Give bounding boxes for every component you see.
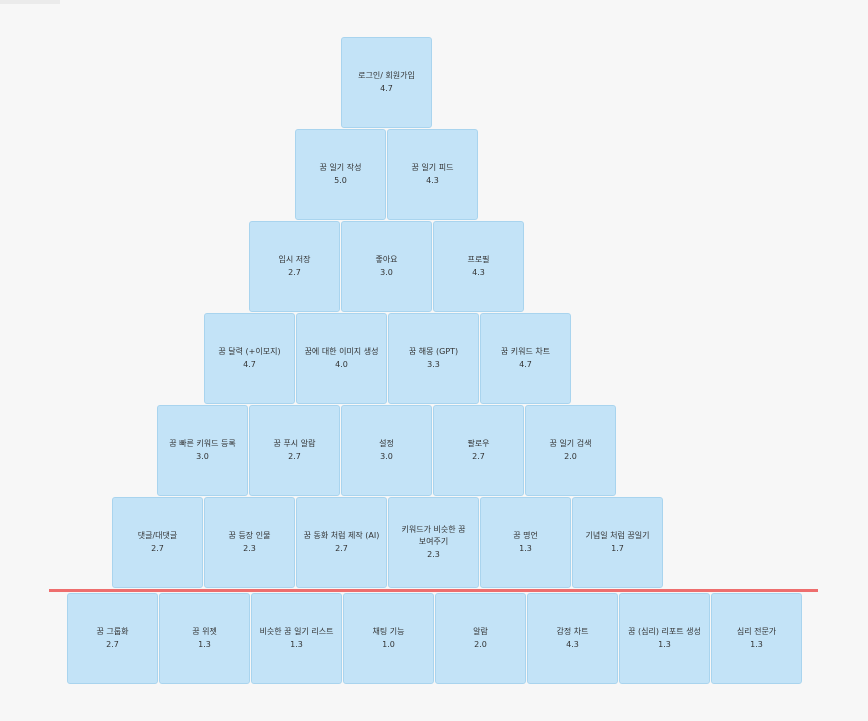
feature-name: 꿈 등장 인물 [228,531,271,540]
feature-card[interactable]: 팔로우 2.7 [433,405,524,496]
feature-card[interactable]: 채팅 기능 1.0 [343,593,434,684]
feature-card[interactable]: 꿈 일기 피드 4.3 [387,129,478,220]
feature-card[interactable]: 프로필 4.3 [433,221,524,312]
feature-card[interactable]: 꿈 빠른 키워드 등록 3.0 [157,405,248,496]
feature-name: 심리 전문가 [736,627,777,636]
feature-card[interactable]: 꿈 등장 인물 2.3 [204,497,295,588]
feature-card[interactable]: 꿈 일기 작성 5.0 [295,129,386,220]
feature-score: 3.0 [380,268,393,277]
feature-name: 알람 [473,627,488,636]
feature-score: 1.3 [290,640,303,649]
feature-card[interactable]: 임시 저장 2.7 [249,221,340,312]
feature-card[interactable]: 감정 차트 4.3 [527,593,618,684]
feature-card[interactable]: 꿈 키워드 차트 4.7 [480,313,571,404]
feature-name: 임시 저장 [278,255,311,264]
feature-score: 3.0 [196,452,209,461]
feature-card[interactable]: 꿈 달력 (+이모지) 4.7 [204,313,295,404]
feature-score: 2.3 [243,544,256,553]
feature-name: 비슷한 꿈 일기 리스트 [259,627,334,636]
feature-name: 키워드가 비슷한 꿈 보여주기 [401,525,466,546]
feature-name: 감정 차트 [556,627,589,636]
feature-card[interactable]: 꿈에 대한 이미지 생성 4.0 [296,313,387,404]
feature-name: 꿈에 대한 이미지 생성 [304,347,379,356]
feature-score: 3.3 [427,360,440,369]
feature-score: 1.3 [519,544,532,553]
feature-name: 프로필 [467,255,490,264]
feature-score: 1.7 [611,544,624,553]
feature-card[interactable]: 꿈 동화 처럼 제작 (AI) 2.7 [296,497,387,588]
feature-card[interactable]: 알람 2.0 [435,593,526,684]
feature-score: 1.3 [658,640,671,649]
feature-score: 5.0 [334,176,347,185]
feature-name: 꿈 명언 [513,531,538,540]
feature-name: 설정 [379,439,394,448]
feature-card[interactable]: 설정 3.0 [341,405,432,496]
feature-name: 좋아요 [375,255,398,264]
feature-score: 2.7 [335,544,348,553]
feature-card[interactable]: 키워드가 비슷한 꿈 보여주기 2.3 [388,497,479,588]
feature-card[interactable]: 꿈 (심리) 리포트 생성 1.3 [619,593,710,684]
feature-score: 4.0 [335,360,348,369]
feature-name: 꿈 일기 작성 [319,163,362,172]
feature-name: 꿈 키워드 차트 [500,347,551,356]
feature-score: 4.3 [426,176,439,185]
top-edge-bar [0,0,60,4]
feature-card[interactable]: 로그인/ 회원가입 4.7 [341,37,432,128]
feature-name: 꿈 일기 검색 [549,439,592,448]
feature-score: 4.7 [519,360,532,369]
feature-card[interactable]: 꿈 푸시 알람 2.7 [249,405,340,496]
feature-name: 꿈 (심리) 리포트 생성 [628,627,701,636]
feature-score: 2.7 [151,544,164,553]
feature-name: 꿈 달력 (+이모지) [218,347,281,356]
feature-score: 2.7 [472,452,485,461]
feature-score: 4.7 [380,84,393,93]
feature-name: 꿈 푸시 알람 [273,439,316,448]
feature-score: 4.7 [243,360,256,369]
feature-card[interactable]: 댓글/대댓글 2.7 [112,497,203,588]
feature-score: 1.3 [750,640,763,649]
feature-score: 2.0 [564,452,577,461]
feature-name: 꿈 빠른 키워드 등록 [169,439,236,448]
feature-score: 2.0 [474,640,487,649]
feature-name: 꿈 일기 피드 [411,163,454,172]
feature-name: 꿈 해몽 (GPT) [408,347,459,356]
feature-name: 댓글/대댓글 [137,531,178,540]
feature-score: 4.3 [566,640,579,649]
feature-score: 2.3 [427,550,440,559]
feature-name: 꿈 그룹화 [96,627,129,636]
feature-card[interactable]: 꿈 위젯 1.3 [159,593,250,684]
feature-card[interactable]: 심리 전문가 1.3 [711,593,802,684]
feature-name: 기념일 처럼 꿈일기 [585,531,650,540]
feature-card[interactable]: 기념일 처럼 꿈일기 1.7 [572,497,663,588]
feature-card[interactable]: 꿈 해몽 (GPT) 3.3 [388,313,479,404]
priority-cutoff-line [49,589,818,592]
feature-card[interactable]: 꿈 일기 검색 2.0 [525,405,616,496]
feature-card[interactable]: 좋아요 3.0 [341,221,432,312]
feature-score: 3.0 [380,452,393,461]
feature-name: 팔로우 [467,439,490,448]
feature-score: 2.7 [288,452,301,461]
feature-score: 1.0 [382,640,395,649]
feature-score: 4.3 [472,268,485,277]
feature-score: 1.3 [198,640,211,649]
feature-card[interactable]: 꿈 명언 1.3 [480,497,571,588]
feature-card[interactable]: 꿈 그룹화 2.7 [67,593,158,684]
feature-name: 채팅 기능 [372,627,405,636]
feature-score: 2.7 [288,268,301,277]
feature-name: 로그인/ 회원가입 [358,71,415,80]
feature-name: 꿈 동화 처럼 제작 (AI) [303,531,380,540]
feature-name: 꿈 위젯 [192,627,217,636]
feature-score: 2.7 [106,640,119,649]
feature-card[interactable]: 비슷한 꿈 일기 리스트 1.3 [251,593,342,684]
